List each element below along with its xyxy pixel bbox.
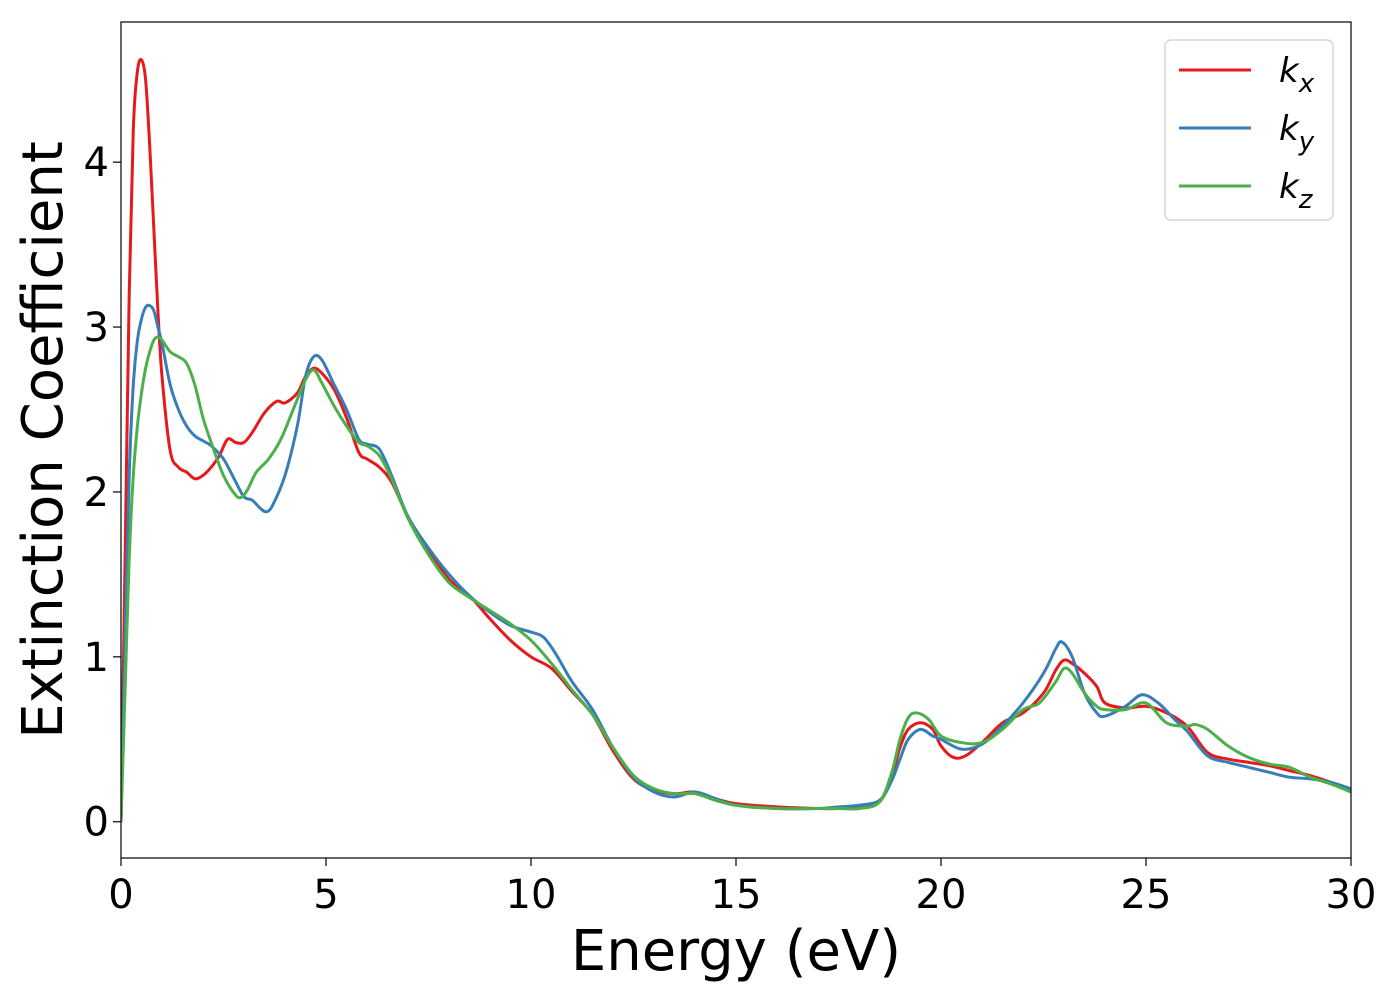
x-axis-label: Energy (eV): [571, 919, 901, 984]
y-tick-label: 4: [84, 140, 109, 186]
legend-label-ky: ky: [1279, 109, 1315, 157]
legend-box: [1164, 39, 1334, 221]
x-tick-label: 0: [108, 872, 133, 918]
y-tick-label: 1: [84, 635, 109, 681]
x-tick-label: 10: [506, 872, 557, 918]
y-tick-label: 0: [84, 800, 109, 846]
x-tick-label: 5: [313, 872, 338, 918]
series-line-kx: [121, 58, 1351, 822]
legend: kx ky kz: [1164, 39, 1334, 221]
y-tick-label: 3: [84, 305, 109, 351]
x-tick-label: 15: [711, 872, 762, 918]
plot-area: [121, 58, 1351, 822]
series-line-kz: [121, 335, 1351, 822]
axes: 0 5 10 15 20 25 30 0 1 2 3 4 Energy (eV) Extinction C…: [11, 21, 1377, 984]
x-tick-label: 25: [1121, 872, 1172, 918]
legend-label-kx: kx: [1279, 51, 1315, 99]
y-tick-label: 2: [84, 470, 109, 516]
x-tick-label: 20: [916, 872, 967, 918]
y-axis-label: Extinction Coefficient: [11, 141, 76, 739]
legend-label-kz: kz: [1279, 167, 1314, 215]
x-tick-label: 30: [1326, 872, 1377, 918]
